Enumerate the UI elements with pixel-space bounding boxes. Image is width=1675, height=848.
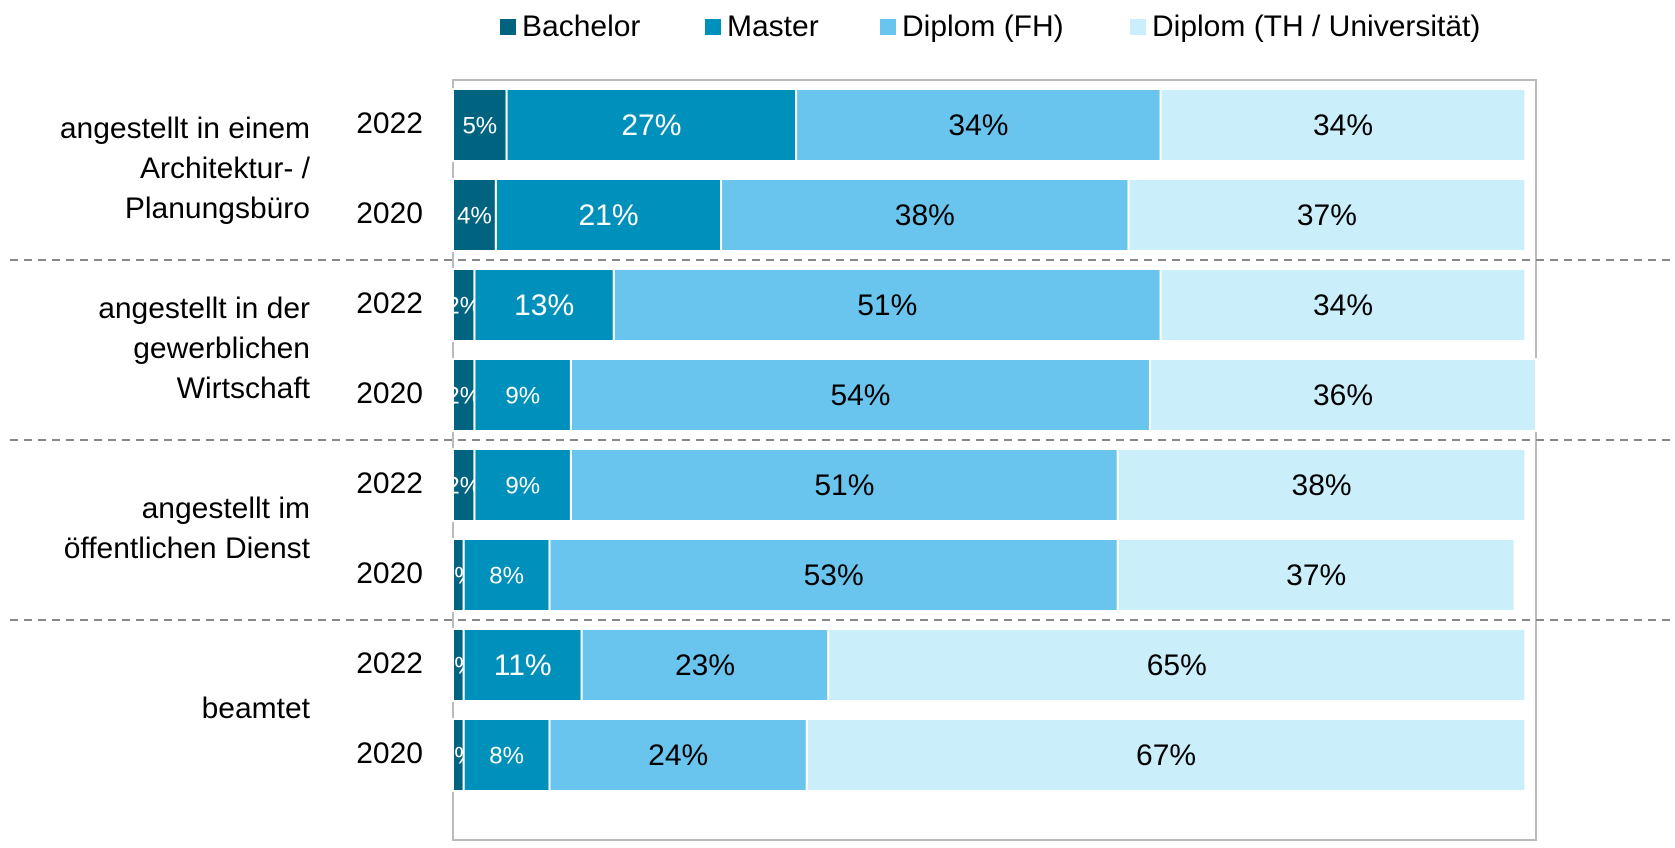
data-label: 54% [830,379,890,412]
group-label: beamtet [202,692,311,725]
data-label: 8% [489,742,524,769]
data-label: 23% [675,649,735,682]
y-tick-label: 2020 [356,377,423,410]
y-tick-label: 2020 [356,737,423,770]
data-label: 38% [895,199,955,232]
data-label: 13% [514,289,574,322]
y-tick-label: 2020 [356,557,423,590]
bar-segment [505,88,798,162]
bar-segment [612,268,1162,342]
bar-segment [1116,538,1516,612]
legend-label: Master [727,10,819,43]
data-label: 5% [462,112,497,139]
group-label: Architektur- / [140,152,311,185]
bar-segment [827,628,1527,702]
legend-swatch [880,19,896,35]
bar-segment [1159,88,1527,162]
bar-segment [805,718,1527,792]
bar-segment [1127,178,1527,252]
data-label: 37% [1286,559,1346,592]
group-label: angestellt in einem [60,112,310,145]
data-label: 24% [648,739,708,772]
y-tick-label: 2020 [356,197,423,230]
bar-segment [462,718,551,792]
y-tick-label: 2022 [356,107,423,140]
legend-label: Bachelor [522,10,640,43]
bar-segment [452,178,497,252]
data-label: 67% [1136,739,1196,772]
data-label: 38% [1292,469,1352,502]
data-label: 27% [621,109,681,142]
bar-segment [473,268,615,342]
data-label: 8% [489,562,524,589]
data-label: 51% [814,469,874,502]
bar-segment [720,178,1130,252]
group-label: angestellt in der [98,292,310,325]
y-tick-label: 2022 [356,647,423,680]
legend-swatch [500,19,516,35]
bar-segment [494,178,723,252]
data-label: 51% [857,289,917,322]
bar-segment [1148,358,1538,432]
legend-label: Diplom (FH) [902,10,1064,43]
data-label: 34% [1313,109,1373,142]
bar-segment [452,88,508,162]
bar-segment [1159,268,1527,342]
group-label: angestellt im [142,492,310,525]
bar-segment [569,358,1151,432]
legend-swatch [705,19,721,35]
bar-segment [569,448,1119,522]
data-label: 34% [1313,289,1373,322]
data-label: 34% [948,109,1008,142]
bar-segment [1116,448,1527,522]
data-label: 65% [1147,649,1207,682]
data-label: 21% [578,199,638,232]
group-label: gewerblichen [133,332,310,365]
bar-segment [548,538,1119,612]
data-label: 9% [505,472,540,499]
y-tick-label: 2022 [356,467,423,500]
bar-segment [473,358,572,432]
group-label: Planungsbüro [125,192,310,225]
bar-segment [462,538,551,612]
data-label: 36% [1313,379,1373,412]
y-tick-label: 2022 [356,287,423,320]
legend-swatch [1130,19,1146,35]
bar-segment [462,628,583,702]
data-label: 53% [804,559,864,592]
group-label: Wirtschaft [177,372,311,405]
data-label: 11% [494,649,552,682]
data-label: 37% [1297,199,1357,232]
group-label: öffentlichen Dienst [64,532,311,565]
legend-label: Diplom (TH / Universität) [1152,10,1480,43]
data-label: 4% [457,202,492,229]
data-label: 9% [505,382,540,409]
